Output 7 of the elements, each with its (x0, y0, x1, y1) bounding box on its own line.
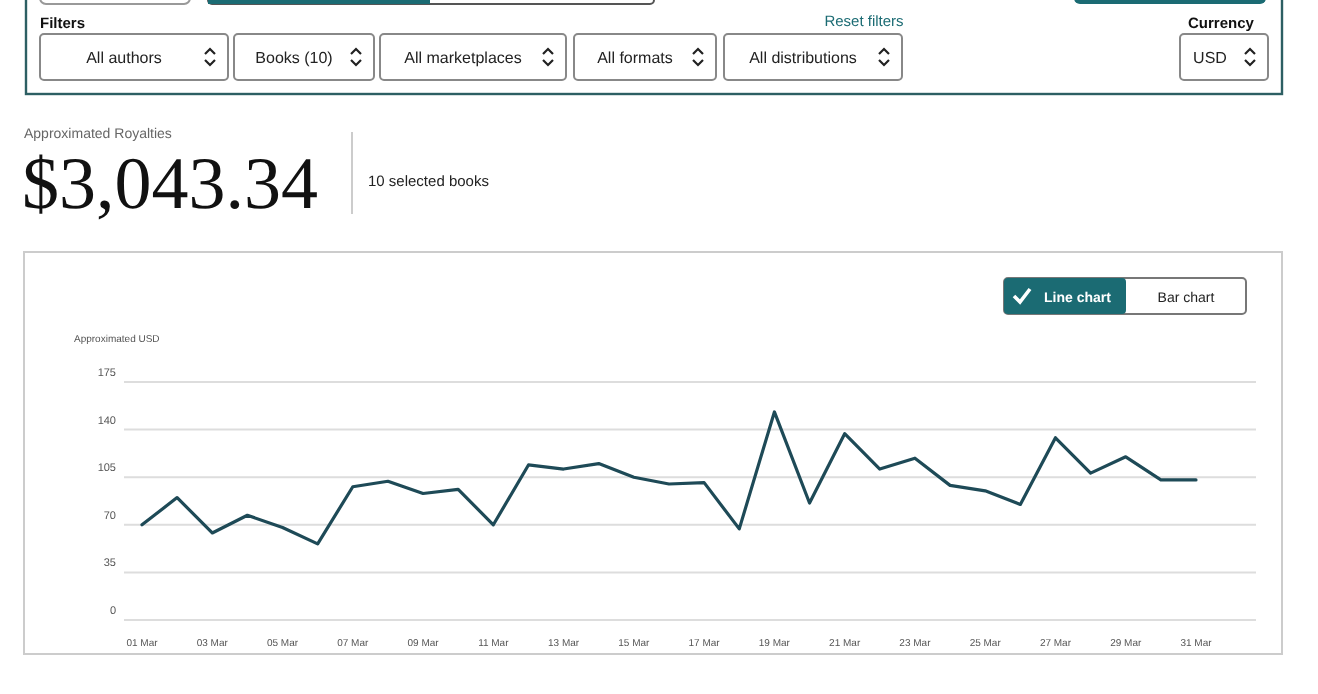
chart-subtitle: $3,043.34 (22, 144, 318, 226)
text: All distributions (749, 49, 857, 67)
text: Books (10) (255, 49, 334, 67)
text: USD (1193, 49, 1228, 67)
text: All marketplaces (404, 49, 522, 67)
text: All authors (86, 49, 162, 67)
text: All formats (597, 49, 673, 67)
